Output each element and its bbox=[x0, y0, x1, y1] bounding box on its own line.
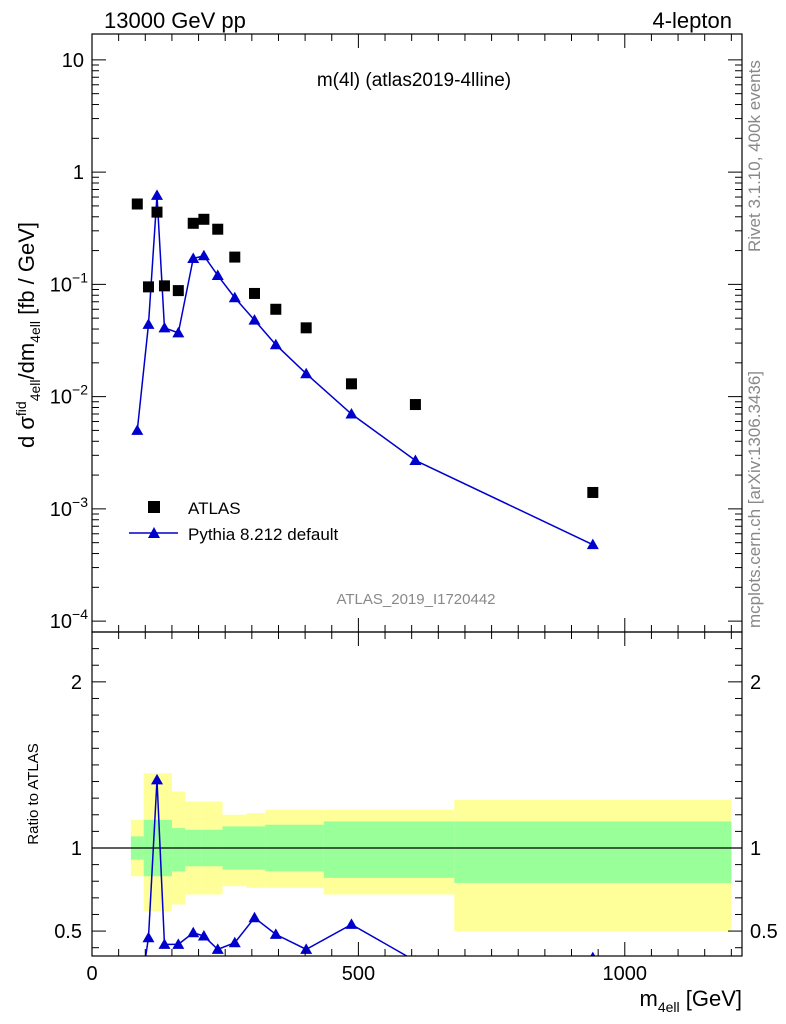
header-right: 4-lepton bbox=[652, 8, 732, 33]
pythia-point bbox=[158, 321, 171, 333]
legend-pythia-marker bbox=[148, 527, 160, 538]
main-ylabel: d σfid4ell/dm4ell [fb / GeV] bbox=[13, 222, 43, 448]
x-tick-label: 500 bbox=[342, 963, 375, 985]
atlas-point bbox=[345, 378, 357, 390]
x-tick-label: 0 bbox=[86, 963, 97, 985]
ratio-axes: 0 500 1000 0.5 0.5 1 1 2 2 bbox=[54, 631, 778, 985]
main-panel: 10 1 10−1 10−2 10−3 10−4 m(4l) (atlas2019-4ll… bbox=[13, 33, 743, 633]
y-tick-label: 10−3 bbox=[50, 494, 88, 521]
ratio-panel: 0 500 1000 0.5 0.5 1 1 2 2 Ratio to ATLAS m4ell … bbox=[25, 631, 778, 1017]
pythia-point bbox=[131, 424, 144, 435]
ratio-pythia-point bbox=[248, 911, 261, 923]
ratio-pythia-point bbox=[300, 943, 313, 954]
ratio-y-tick-label: 2 bbox=[71, 672, 82, 694]
pythia-point bbox=[197, 249, 210, 261]
mcplots-note: mcplots.cern.ch [arXiv:1306.3436] bbox=[745, 371, 764, 628]
atlas-point bbox=[249, 287, 260, 299]
ratio-xlabel: m4ell [GeV] bbox=[640, 986, 742, 1015]
ratio-y-tick-label: 0.5 bbox=[54, 921, 82, 943]
pythia-point bbox=[172, 326, 185, 338]
ratio-pythia-point bbox=[197, 930, 210, 941]
pythia-point bbox=[151, 189, 163, 200]
y-tick-label: 10 bbox=[62, 50, 84, 72]
ratio-pythia-point bbox=[228, 936, 241, 948]
legend-pythia-label: Pythia 8.212 default bbox=[188, 525, 339, 544]
ratio-y-tick-label-right: 2 bbox=[750, 672, 761, 694]
atlas-point bbox=[300, 322, 312, 334]
ratio-data-layer bbox=[92, 773, 742, 1017]
main-axes: 10 1 10−1 10−2 10−3 10−4 bbox=[50, 33, 743, 633]
y-tick-label: 1 bbox=[73, 162, 84, 184]
uncertainty-band-inner bbox=[323, 821, 455, 878]
ratio-pythia-point bbox=[151, 773, 163, 785]
ratio-pythia-point bbox=[211, 943, 224, 954]
ratio-pythia-point bbox=[172, 938, 185, 949]
atlas-point bbox=[587, 486, 599, 498]
ratio-y-tick-label: 1 bbox=[71, 838, 82, 860]
atlas-point bbox=[270, 303, 282, 315]
y-tick-label: 10−4 bbox=[50, 606, 88, 633]
ratio-pythia-point bbox=[158, 938, 171, 949]
atlas-point bbox=[229, 251, 241, 263]
uncertainty-band-inner bbox=[454, 821, 732, 883]
ratio-pythia-point bbox=[142, 931, 155, 943]
y-tick-label: 10−1 bbox=[50, 269, 88, 296]
pythia-point bbox=[142, 318, 155, 329]
x-tick-label: 1000 bbox=[603, 963, 648, 985]
y-tick-label: 10−2 bbox=[50, 382, 88, 409]
header-left: 13000 GeV pp bbox=[104, 8, 246, 33]
atlas-point bbox=[172, 285, 184, 297]
ratio-y-tick-label-right: 0.5 bbox=[750, 921, 778, 943]
atlas-point bbox=[142, 281, 154, 293]
atlas-point bbox=[187, 217, 199, 229]
pythia-point bbox=[586, 538, 599, 550]
ratio-y-tick-label-right: 1 bbox=[750, 838, 761, 860]
rivet-note: Rivet 3.1.10, 400k events bbox=[745, 60, 764, 252]
pythia-point bbox=[187, 252, 200, 264]
ratio-pythia-point bbox=[131, 1006, 143, 1017]
legend: ATLAS Pythia 8.212 default bbox=[129, 499, 339, 544]
ratio-pythia-point bbox=[269, 928, 282, 939]
pythia-point bbox=[300, 367, 313, 379]
ratio-pythia-point bbox=[345, 918, 358, 929]
legend-atlas-marker bbox=[148, 501, 160, 513]
main-title: m(4l) (atlas2019-4lline) bbox=[317, 70, 511, 91]
analysis-watermark: ATLAS_2019_I1720442 bbox=[336, 591, 495, 608]
atlas-point bbox=[131, 198, 143, 210]
pythia-point bbox=[248, 314, 261, 325]
pythia-point bbox=[211, 269, 224, 280]
ratio-ylabel: Ratio to ATLAS bbox=[25, 743, 42, 844]
main-data-layer bbox=[131, 189, 599, 550]
atlas-point bbox=[212, 223, 224, 235]
pythia-point bbox=[345, 408, 358, 419]
atlas-point bbox=[158, 280, 170, 292]
pythia-point bbox=[409, 454, 422, 465]
ratio-pythia-point bbox=[590, 951, 596, 956]
atlas-point bbox=[409, 399, 421, 411]
pythia-point bbox=[269, 338, 282, 350]
atlas-point bbox=[198, 213, 210, 225]
atlas-point bbox=[151, 206, 163, 218]
ratio-pythia-point bbox=[187, 926, 200, 938]
pythia-line bbox=[136, 195, 594, 546]
uncertainty-band-inner bbox=[171, 828, 186, 872]
ratio-frame bbox=[91, 631, 743, 957]
pythia-point bbox=[228, 291, 241, 303]
legend-atlas-label: ATLAS bbox=[188, 499, 241, 518]
